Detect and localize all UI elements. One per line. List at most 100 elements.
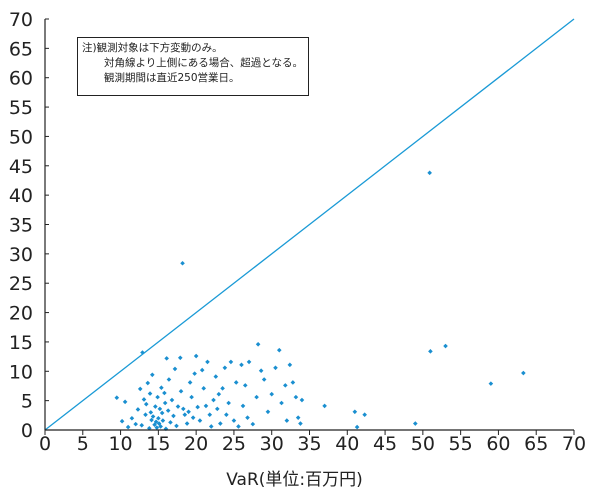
- note-line-3: 観測期間は直近250営業日。: [104, 72, 240, 84]
- data-point: [192, 371, 197, 376]
- note-line-2: 対角線より上側にある場合、超過となる。: [104, 57, 303, 69]
- data-point: [177, 355, 183, 361]
- data-point: [137, 386, 143, 392]
- data-point: [258, 368, 264, 373]
- x-tick-label: 25: [222, 433, 246, 455]
- data-point: [521, 370, 526, 376]
- y-tick-label: 65: [9, 38, 33, 60]
- data-point: [488, 381, 494, 386]
- data-point: [162, 400, 168, 406]
- data-point: [231, 418, 237, 423]
- data-point: [125, 424, 131, 430]
- data-point: [250, 421, 256, 427]
- data-point: [218, 421, 223, 426]
- data-point: [119, 418, 125, 424]
- data-point: [146, 425, 152, 431]
- data-point: [143, 412, 148, 418]
- data-point: [215, 406, 220, 412]
- data-point: [428, 349, 433, 354]
- data-point: [159, 385, 164, 391]
- x-tick-label: 35: [297, 433, 321, 455]
- data-point: [190, 415, 196, 420]
- data-point: [133, 421, 138, 427]
- y-axis-ticks: 0 5 10 15 20 25 30 35 40 45 50 55 60 65 70: [9, 9, 49, 442]
- x-tick-label: 70: [562, 433, 586, 455]
- data-point: [165, 408, 171, 413]
- data-point: [152, 422, 157, 428]
- data-point: [171, 413, 176, 419]
- data-point: [147, 391, 153, 396]
- data-point: [205, 359, 210, 365]
- x-tick-label: 45: [373, 433, 397, 455]
- data-point: [174, 423, 179, 429]
- data-point: [242, 383, 248, 388]
- y-tick-label: 70: [9, 9, 33, 31]
- data-point: [143, 401, 149, 407]
- x-tick-label: 5: [77, 433, 89, 455]
- data-point: [354, 424, 360, 430]
- data-point: [224, 412, 229, 418]
- data-point: [279, 400, 284, 406]
- data-point: [145, 380, 151, 386]
- data-point: [178, 388, 184, 394]
- data-point: [156, 415, 161, 421]
- y-tick-label: 45: [9, 156, 33, 178]
- data-point: [213, 374, 219, 379]
- y-tick-label: 25: [9, 273, 33, 295]
- y-tick-label: 60: [9, 68, 33, 90]
- data-point: [201, 386, 206, 391]
- y-tick-label: 50: [9, 126, 33, 148]
- data-point: [150, 372, 155, 378]
- data-point: [220, 386, 225, 391]
- scatter-points: [114, 170, 526, 432]
- data-point: [172, 366, 178, 372]
- data-point: [255, 341, 261, 347]
- data-point: [265, 409, 271, 415]
- data-point: [184, 421, 190, 426]
- data-point: [269, 391, 275, 397]
- data-point: [207, 412, 213, 418]
- data-point: [299, 397, 305, 403]
- data-point: [155, 394, 160, 400]
- data-point: [246, 359, 252, 365]
- data-point: [149, 417, 154, 423]
- data-point: [283, 383, 288, 388]
- data-point: [175, 404, 181, 409]
- data-point: [166, 377, 172, 382]
- data-point: [189, 394, 194, 400]
- data-point: [443, 343, 448, 349]
- data-point: [261, 377, 267, 382]
- data-point: [199, 367, 205, 373]
- data-point: [180, 406, 186, 412]
- data-point: [187, 380, 193, 385]
- data-point: [287, 362, 293, 368]
- data-point: [182, 412, 188, 418]
- data-point: [153, 404, 158, 409]
- data-point: [139, 423, 145, 428]
- data-point: [254, 394, 259, 400]
- data-point: [114, 395, 120, 401]
- y-tick-label: 10: [9, 361, 33, 383]
- data-point: [158, 424, 163, 429]
- data-point: [193, 353, 199, 359]
- data-point: [153, 419, 159, 425]
- data-point: [362, 412, 367, 418]
- data-point: [293, 394, 299, 400]
- y-tick-label: 30: [9, 244, 33, 266]
- x-tick-label: 55: [449, 433, 473, 455]
- y-tick-label: 5: [21, 391, 33, 413]
- data-point: [140, 350, 145, 355]
- data-point: [203, 403, 209, 409]
- data-point: [233, 380, 239, 385]
- data-point: [295, 415, 301, 420]
- x-tick-label: 40: [335, 433, 359, 455]
- data-point: [298, 421, 303, 426]
- data-point: [162, 390, 167, 396]
- data-point: [273, 365, 278, 371]
- data-point: [222, 365, 228, 371]
- data-point: [129, 415, 135, 421]
- data-point: [284, 418, 290, 423]
- data-point: [228, 359, 234, 365]
- x-tick-label: 65: [524, 433, 548, 455]
- data-point: [290, 380, 296, 385]
